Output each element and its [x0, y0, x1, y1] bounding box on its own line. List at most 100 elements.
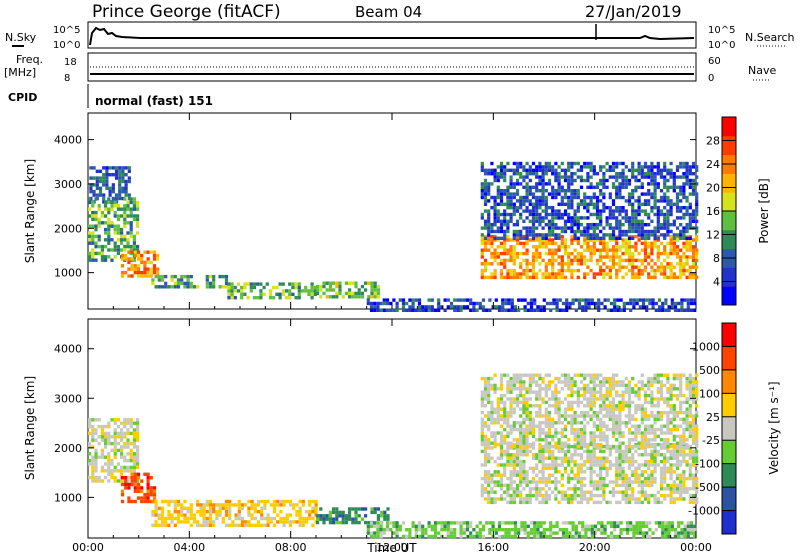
data-cell [114, 166, 119, 170]
data-cell [319, 517, 323, 521]
data-cell [547, 258, 552, 263]
data-cell [108, 193, 112, 197]
data-cell [605, 466, 609, 471]
data-cell [515, 473, 520, 477]
data-cell [469, 524, 473, 528]
data-cell [314, 506, 318, 510]
data-cell [91, 251, 95, 256]
data-cell [519, 424, 523, 428]
data-cell [506, 195, 510, 200]
data-cell [493, 251, 497, 256]
data-cell [522, 500, 526, 505]
data-cell [592, 397, 596, 401]
data-cell [567, 202, 571, 206]
data-cell [650, 178, 654, 183]
data-cell [590, 528, 594, 532]
data-cell [666, 275, 670, 280]
data-cell [627, 199, 632, 203]
data-cell [666, 466, 670, 471]
data-cell [369, 531, 374, 535]
data-cell [483, 397, 488, 401]
data-cell [640, 480, 644, 484]
data-cell [541, 209, 545, 213]
data-cell [531, 431, 536, 435]
data-cell [549, 534, 553, 539]
data-cell [647, 473, 651, 477]
data-cell [583, 275, 587, 280]
data-cell [557, 182, 561, 186]
data-cell [236, 289, 241, 293]
data-cell [515, 444, 520, 449]
data-cell [94, 469, 98, 473]
data-cell [551, 238, 555, 242]
data-cell [663, 476, 667, 481]
data-cell [288, 296, 292, 300]
data-cell [583, 373, 587, 377]
data-cell [627, 195, 632, 200]
data-cell [551, 251, 555, 256]
data-cell [487, 172, 491, 176]
data-cell [446, 524, 450, 528]
data-cell [414, 531, 418, 535]
data-cell [124, 193, 128, 197]
data-cell [509, 473, 513, 477]
data-cell [480, 165, 484, 169]
data-cell [490, 400, 494, 405]
data-cell [522, 400, 526, 405]
data-cell [576, 434, 580, 439]
data-cell [576, 500, 580, 505]
data-cell [595, 216, 600, 220]
data-cell [170, 513, 174, 517]
data-cell [567, 404, 571, 408]
data-cell [563, 175, 568, 179]
data-cell [525, 226, 529, 230]
data-cell [554, 175, 558, 179]
data-cell [602, 466, 606, 471]
data-cell [554, 275, 558, 280]
data-cell [544, 189, 548, 193]
data-cell [395, 534, 399, 539]
data-cell [621, 490, 625, 494]
data-cell [379, 528, 383, 532]
data-cell [405, 534, 409, 539]
data-cell [647, 229, 651, 234]
data-cell [129, 424, 133, 429]
data-cell [570, 387, 574, 391]
data-cell [480, 268, 484, 273]
data-cell [215, 516, 219, 521]
data-cell [547, 421, 552, 425]
data-cell [104, 238, 108, 242]
data-cell [611, 175, 616, 179]
data-cell [554, 407, 558, 411]
data-cell [522, 476, 526, 481]
freq-tick-bottom: 8 [64, 73, 70, 84]
data-cell [691, 473, 696, 477]
data-cell [382, 531, 386, 535]
data-cell [130, 250, 134, 254]
data-cell [129, 197, 133, 201]
data-cell [538, 255, 542, 259]
data-cell [547, 463, 552, 467]
data-cell [294, 285, 298, 290]
data-cell [483, 185, 488, 189]
data-cell [647, 417, 651, 422]
data-cell [622, 528, 626, 532]
data-cell [157, 523, 161, 527]
data-cell [637, 407, 641, 411]
data-cell [509, 463, 513, 467]
data-cell [547, 449, 552, 454]
data-cell [634, 209, 638, 213]
power-cbar-label: Power [dB] [757, 178, 771, 243]
data-cell [602, 497, 606, 501]
data-cell [108, 190, 112, 194]
data-cell [615, 431, 619, 435]
data-cell [551, 223, 555, 227]
data-cell [113, 448, 117, 453]
data-cell [113, 197, 117, 201]
data-cell [535, 410, 539, 415]
data-cell [659, 195, 664, 200]
data-cell [332, 507, 336, 511]
data-cell [650, 493, 654, 498]
data-cell [560, 241, 564, 246]
data-cell [663, 219, 667, 223]
